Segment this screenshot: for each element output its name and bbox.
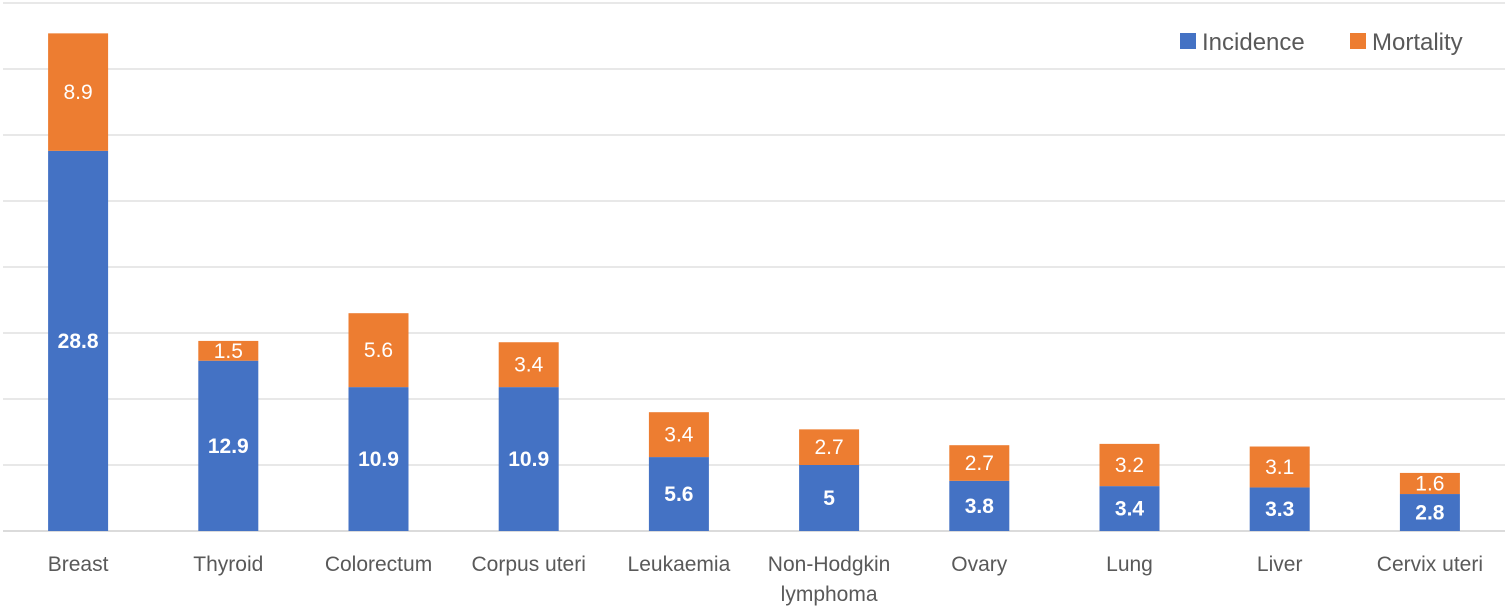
legend-label-incidence: Incidence (1202, 29, 1305, 56)
bar-mortality (648, 412, 709, 458)
bar-incidence (648, 457, 709, 531)
data-label-mortality: 3.4 (664, 424, 694, 447)
data-label-incidence: 2.8 (1415, 502, 1445, 525)
bar-mortality (348, 313, 409, 388)
bar-mortality (498, 342, 559, 388)
category-label: Corpus uteri (472, 553, 586, 576)
bar-mortality (799, 429, 860, 465)
bar-incidence (1099, 486, 1160, 531)
bar-mortality (48, 33, 109, 151)
data-label-mortality: 3.1 (1265, 456, 1294, 479)
category-label: Breast (48, 553, 109, 576)
bar-mortality (1099, 443, 1160, 487)
bar-incidence (1399, 494, 1460, 531)
bar-mortality (1249, 446, 1310, 488)
category-label: Non-Hodgkin lymphoma (768, 553, 891, 606)
data-label-incidence: 3.3 (1265, 498, 1294, 521)
category-labels: Breast Thyroid Colorectum Corpus uteri Leuka… (48, 553, 1483, 606)
legend-swatch-incidence (1180, 33, 1196, 49)
data-label-mortality: 2.7 (965, 452, 994, 475)
category-label: Liver (1257, 553, 1303, 576)
bar-incidence (799, 465, 860, 531)
legend-swatch-mortality (1350, 33, 1366, 49)
data-label-incidence: 28.8 (58, 330, 99, 353)
data-label-incidence: 5 (823, 487, 835, 510)
bar-mortality (949, 445, 1010, 481)
bar-incidence (48, 150, 109, 531)
data-label-incidence: 10.9 (508, 448, 549, 471)
data-label-mortality: 1.5 (214, 340, 243, 363)
category-label: Leukaemia (628, 553, 731, 576)
data-label-incidence: 5.6 (664, 483, 693, 506)
bar-incidence (498, 387, 559, 531)
category-label: Ovary (951, 553, 1008, 576)
data-label-mortality: 2.7 (814, 436, 843, 459)
legend-label-mortality: Mortality (1372, 29, 1463, 56)
data-label-mortality: 3.4 (514, 354, 544, 377)
category-label: Thyroid (193, 553, 263, 576)
category-label: Lung (1106, 553, 1153, 576)
bar-mortality (198, 340, 259, 361)
data-label-incidence: 12.9 (208, 435, 249, 458)
bars (48, 33, 1460, 531)
bar-incidence (949, 480, 1010, 531)
bar-mortality (1399, 472, 1460, 495)
bar-incidence (198, 360, 259, 531)
data-label-incidence: 10.9 (358, 448, 399, 471)
category-label: Cervix uteri (1377, 553, 1483, 576)
legend: Incidence Mortality (1180, 29, 1463, 56)
data-label-incidence: 3.4 (1115, 498, 1145, 521)
data-labels: 28.8 8.9 12.9 1.5 10.9 5.6 10.9 3.4 5.6 3.4 5 2.7 3.… (58, 81, 1445, 524)
bar-incidence (1249, 487, 1310, 531)
data-label-mortality: 3.2 (1115, 454, 1144, 477)
bar-incidence (348, 387, 409, 531)
data-label-mortality: 5.6 (364, 339, 393, 362)
data-label-mortality: 8.9 (63, 81, 92, 104)
category-label: Colorectum (325, 553, 432, 576)
data-label-mortality: 1.6 (1415, 472, 1444, 495)
data-label-incidence: 3.8 (965, 495, 995, 518)
